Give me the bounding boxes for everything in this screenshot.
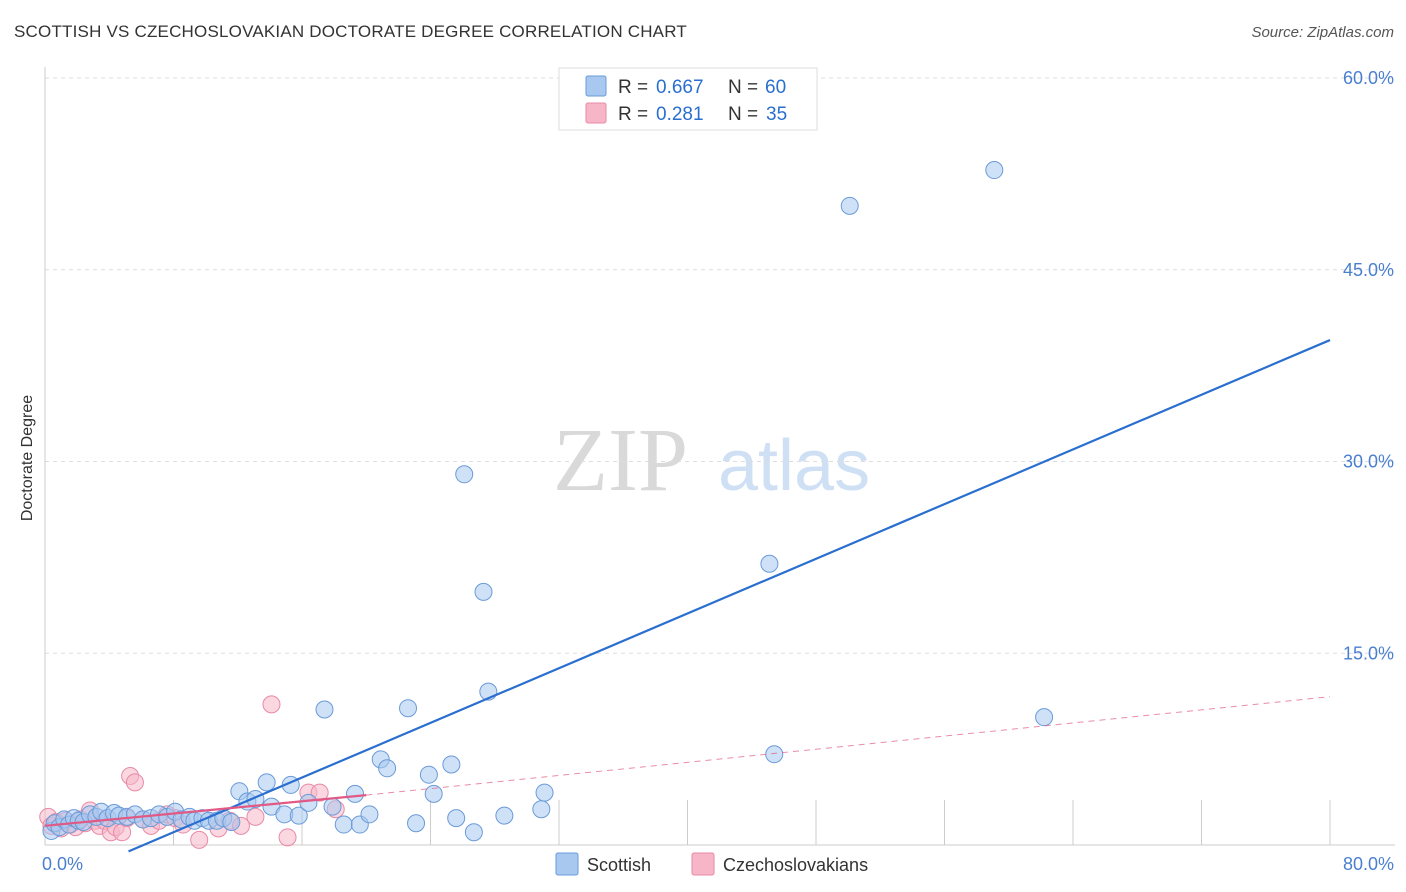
legend-r-value-czech: 0.281 bbox=[656, 104, 704, 125]
scottish-trend-line bbox=[128, 339, 1331, 853]
chart-source: Source: ZipAtlas.com bbox=[1251, 24, 1394, 41]
bottom-legend-swatch-czech bbox=[691, 852, 715, 876]
legend-swatch-czech bbox=[585, 102, 607, 124]
scottish-point-57 bbox=[532, 800, 551, 819]
scottish-point-59 bbox=[760, 554, 779, 573]
trend-lines bbox=[44, 339, 1331, 853]
czech-point-25 bbox=[190, 830, 209, 849]
y-tick-label-60: 60.0% bbox=[1343, 68, 1394, 88]
czech-trend-line-solid bbox=[44, 794, 367, 827]
scottish-points bbox=[42, 161, 1054, 842]
scottish-point-51 bbox=[447, 809, 466, 828]
y-tick-labels: 15.0% 30.0% 45.0% 60.0% bbox=[1343, 68, 1394, 663]
x-tick-label-max: 80.0% bbox=[1343, 854, 1394, 874]
scottish-point-49 bbox=[424, 784, 443, 803]
legend-r-value-scottish: 0.667 bbox=[656, 77, 704, 98]
legend-swatch-scottish bbox=[585, 75, 607, 97]
scottish-point-47 bbox=[407, 814, 426, 833]
scottish-point-40 bbox=[334, 815, 353, 834]
y-tick-label-30: 30.0% bbox=[1343, 452, 1394, 472]
czech-point-31 bbox=[278, 828, 297, 847]
czech-point-18 bbox=[125, 773, 144, 792]
scottish-point-48 bbox=[419, 765, 438, 784]
scottish-point-50 bbox=[442, 755, 461, 774]
bottom-legend-label-czech: Czechoslovakians bbox=[723, 855, 868, 875]
legend-r-label-scottish: R = bbox=[618, 77, 648, 98]
legend-n-label-czech: N = bbox=[728, 104, 758, 125]
scottish-point-45 bbox=[378, 759, 397, 778]
watermark-atlas: atlas bbox=[718, 426, 870, 506]
legend-n-value-czech: 35 bbox=[766, 104, 787, 125]
scottish-point-39 bbox=[323, 797, 342, 816]
scottish-point-60 bbox=[765, 745, 784, 764]
scottish-point-28 bbox=[222, 812, 241, 831]
scottish-point-63 bbox=[1035, 708, 1054, 727]
bottom-legend-label-scottish: Scottish bbox=[587, 855, 651, 875]
scottish-point-61 bbox=[840, 196, 859, 215]
czech-trend-line-dashed bbox=[366, 696, 1331, 796]
legend-box: R = 0.667 N = 60 R = 0.281 N = 35 bbox=[558, 67, 818, 131]
scottish-point-54 bbox=[474, 582, 493, 601]
chart-title: SCOTTISH VS CZECHOSLOVAKIAN DOCTORATE DE… bbox=[14, 22, 687, 41]
y-axis-label: Doctorate Degree bbox=[19, 395, 36, 521]
watermark-zip: ZIP bbox=[553, 411, 688, 510]
scottish-point-38 bbox=[315, 700, 334, 719]
scottish-point-53 bbox=[464, 823, 483, 842]
scottish-point-58 bbox=[535, 783, 554, 802]
scottish-point-62 bbox=[985, 161, 1004, 180]
legend-r-label-czech: R = bbox=[618, 104, 648, 125]
scottish-point-52 bbox=[455, 465, 474, 484]
scottish-point-43 bbox=[360, 805, 379, 824]
scottish-point-36 bbox=[289, 806, 308, 825]
scottish-point-41 bbox=[346, 784, 365, 803]
scottish-point-37 bbox=[299, 793, 318, 812]
legend-n-label-scottish: N = bbox=[728, 77, 758, 98]
gridlines bbox=[45, 77, 1395, 654]
scottish-point-46 bbox=[399, 699, 418, 718]
x-tick-label-min: 0.0% bbox=[42, 854, 83, 874]
scottish-point-32 bbox=[257, 773, 276, 792]
czech-point-30 bbox=[262, 695, 281, 714]
bottom-legend-swatch-scottish bbox=[555, 852, 579, 876]
legend-n-value-scottish: 60 bbox=[765, 77, 786, 98]
x-tick-marks bbox=[173, 800, 1331, 845]
scottish-point-56 bbox=[495, 806, 514, 825]
czech-point-29 bbox=[246, 807, 265, 826]
bottom-legend: Scottish Czechoslovakians bbox=[555, 852, 868, 876]
y-tick-label-15: 15.0% bbox=[1343, 643, 1394, 663]
y-tick-label-45: 45.0% bbox=[1343, 260, 1394, 280]
czech-point-33 bbox=[310, 783, 329, 802]
